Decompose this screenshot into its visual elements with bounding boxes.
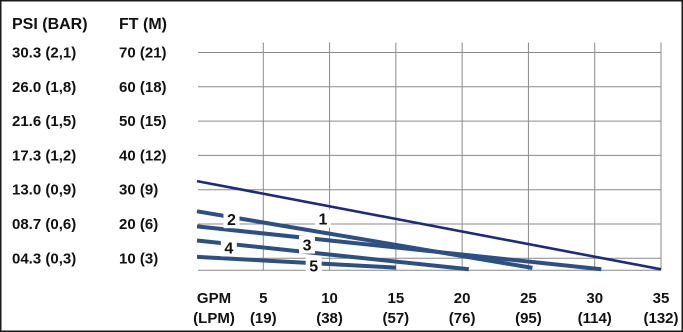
x-tick-gpm-4: 25 <box>520 290 537 307</box>
y-tick-ft-1: 60 (18) <box>119 79 167 96</box>
curve-label-4: 4 <box>224 240 233 257</box>
x-tick-gpm-0: 5 <box>259 290 267 307</box>
y-tick-psi-4: 13.0 (0,9) <box>12 182 76 199</box>
y-axis-labels: 30.3 (2,1) 70 (21) 26.0 (1,8) 60 (18) 21.6 (… <box>12 45 167 268</box>
x-tick-lpm-5: (114) <box>578 310 612 327</box>
y-tick-ft-0: 70 (21) <box>119 45 167 62</box>
curve-5 <box>196 254 397 270</box>
y-header-psi: PSI (BAR) <box>12 16 88 33</box>
x-tick-gpm-1: 10 <box>321 290 338 307</box>
y-tick-ft-6: 10 (3) <box>119 250 158 267</box>
curve-1 <box>196 179 662 271</box>
curve-label-bg-1 <box>314 209 331 228</box>
x-tick-gpm-5: 30 <box>586 290 603 307</box>
x-header-gpm: GPM <box>197 290 231 307</box>
curve-label-bg-2 <box>223 210 240 229</box>
curve-label-1: 1 <box>318 212 327 229</box>
y-tick-ft-5: 20 (6) <box>119 216 158 233</box>
x-tick-lpm-1: (38) <box>316 310 343 327</box>
y-tick-psi-3: 17.3 (1,2) <box>12 147 76 164</box>
x-tick-gpm-3: 20 <box>454 290 471 307</box>
pump-curves: 1 2 3 4 5 <box>196 179 662 276</box>
y-tick-psi-2: 21.6 (1,5) <box>12 113 76 130</box>
y-tick-ft-4: 30 (9) <box>119 182 158 199</box>
curve-label-5: 5 <box>309 259 318 276</box>
curve-label-3: 3 <box>303 238 312 255</box>
x-tick-lpm-3: (76) <box>449 310 476 327</box>
x-tick-lpm-2: (57) <box>383 310 410 327</box>
y-tick-ft-3: 40 (12) <box>119 147 167 164</box>
y-tick-psi-1: 26.0 (1,8) <box>12 79 76 96</box>
x-header-lpm: (LPM) <box>193 310 235 327</box>
curve-label-bg-5 <box>305 256 322 275</box>
x-axis-labels: 5 (19) 10 (38) 15 (57) 20 (76) 25 (95) 30 (114) 35 (1… <box>250 290 679 327</box>
curve-label-bg-3 <box>299 235 316 254</box>
y-tick-psi-6: 04.3 (0,3) <box>12 250 76 267</box>
curve-label-bg-4 <box>220 238 237 257</box>
x-tick-lpm-6: (132) <box>643 310 678 327</box>
curve-3 <box>196 224 602 272</box>
x-tick-gpm-6: 35 <box>653 290 670 307</box>
curve-2 <box>196 209 533 270</box>
x-tick-lpm-4: (95) <box>515 310 542 327</box>
curve-label-2: 2 <box>227 212 236 229</box>
y-header-ft: FT (M) <box>119 16 167 33</box>
y-tick-psi-0: 30.3 (2,1) <box>12 45 76 62</box>
curve-4 <box>196 238 470 272</box>
y-tick-psi-5: 08.7 (0,6) <box>12 216 76 233</box>
y-tick-ft-2: 50 (15) <box>119 113 167 130</box>
x-tick-lpm-0: (19) <box>250 310 277 327</box>
x-tick-gpm-2: 15 <box>388 290 405 307</box>
